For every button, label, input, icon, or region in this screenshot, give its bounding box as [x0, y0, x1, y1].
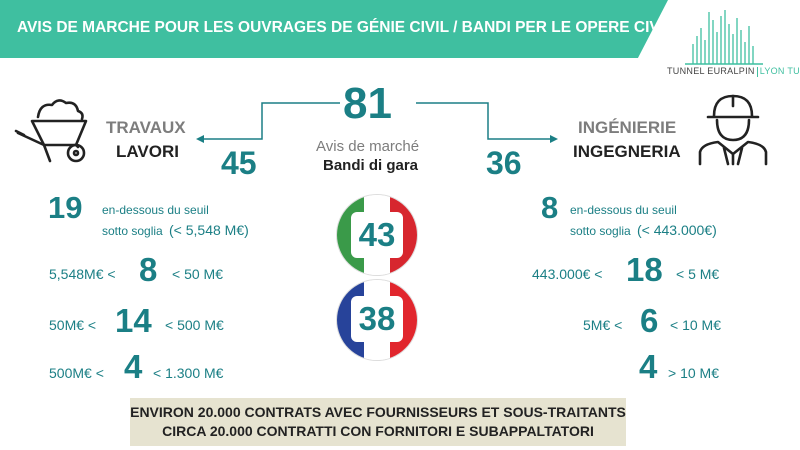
right-title-it: INGEGNERIA: [573, 142, 681, 161]
right-row-4-value: 4: [639, 348, 658, 385]
logo-caption: TUNNEL EURALPIN LYON TURIN: [667, 66, 800, 77]
right-row-3-prefix: 5M€ <: [583, 317, 623, 333]
right-row-2-suffix: < 5 M€: [676, 266, 720, 282]
left-row-2-value: 8: [139, 251, 158, 288]
city-skyline-logo: [685, 10, 763, 65]
right-row-1-value: 8: [541, 190, 559, 225]
left-total: 45: [221, 145, 257, 181]
left-row-4-prefix: 500M€ <: [49, 365, 104, 381]
left-row-1-line2b: (< 5,548 M€): [169, 222, 249, 238]
wheelbarrow-icon: [14, 99, 88, 163]
left-row-1-line2a: sotto soglia: [102, 224, 163, 238]
right-row-3-value: 6: [640, 302, 659, 339]
page-title: AVIS DE MARCHE POUR LES OUVRAGES DE GÉNI…: [17, 19, 678, 36]
left-row-3-prefix: 50M€ <: [49, 317, 97, 333]
right-row-3-suffix: < 10 M€: [670, 317, 721, 333]
left-title-fr: TRAVAUX: [106, 118, 186, 137]
engineer-hardhat-icon: [698, 94, 768, 166]
right-row-1-line1: en-dessous du seuil: [570, 203, 677, 217]
footer-note: ENVIRON 20.000 CONTRATS AVEC FOURNISSEUR…: [130, 398, 626, 446]
header-banner: [0, 0, 668, 58]
right-row-4-suffix: > 10 M€: [668, 365, 719, 381]
total-label-it: Bandi di gara: [323, 157, 419, 174]
right-row-2-value: 18: [626, 251, 663, 288]
left-row-3-suffix: < 500 M€: [165, 317, 224, 333]
total-count: 81: [343, 79, 392, 128]
left-row-4-suffix: < 1.300 M€: [153, 365, 224, 381]
right-row-1-line2a: sotto soglia: [570, 224, 631, 238]
left-row-1-value: 19: [48, 190, 83, 225]
left-title-it: LAVORI: [116, 142, 179, 161]
right-title-fr: INGÉNIERIE: [578, 118, 677, 137]
footer-line-it: CIRCA 20.000 CONTRATTI CON FORNITORI E S…: [162, 423, 594, 439]
france-count: 38: [351, 296, 403, 342]
right-row-1-line2b: (< 443.000€): [637, 222, 717, 238]
logo-text-left: TUNNEL EURALPIN: [667, 66, 755, 76]
logo-text-right: LYON TURIN: [759, 66, 800, 76]
right-row-2-prefix: 443.000€ <: [532, 266, 603, 282]
left-row-3-value: 14: [115, 302, 152, 339]
right-total: 36: [486, 145, 522, 181]
total-label-fr: Avis de marché: [316, 138, 420, 155]
footer-line-fr: ENVIRON 20.000 CONTRATS AVEC FOURNISSEUR…: [130, 404, 626, 420]
left-row-2-prefix: 5,548M€ <: [49, 266, 116, 282]
left-row-1-line1: en-dessous du seuil: [102, 203, 209, 217]
left-row-2-suffix: < 50 M€: [172, 266, 223, 282]
left-row-4-value: 4: [124, 348, 143, 385]
italy-count: 43: [351, 212, 403, 258]
